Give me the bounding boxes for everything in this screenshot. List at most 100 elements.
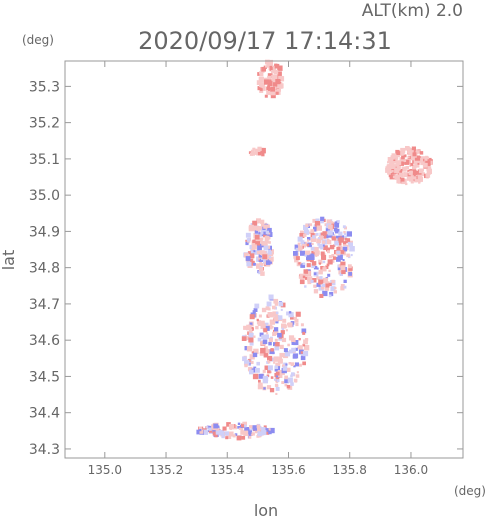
data-point-north-block: [267, 65, 270, 68]
data-point-northeast-cluster: [405, 166, 409, 170]
data-point-northeast-cluster: [414, 155, 421, 161]
data-point-south-tail: [261, 430, 267, 436]
data-point-main-cluster: [288, 311, 292, 314]
data-point-left-arc: [256, 219, 260, 223]
data-point-northeast-cluster: [391, 153, 395, 157]
data-point-left-arc: [262, 244, 265, 247]
data-point-main-cluster: [263, 387, 266, 390]
data-point-left-arc: [260, 263, 264, 266]
data-point-central-scatter: [293, 251, 298, 256]
data-point-central-scatter: [303, 269, 308, 274]
data-point-main-cluster: [277, 370, 283, 375]
data-point-central-scatter: [327, 230, 333, 236]
data-point-central-scatter: [305, 223, 309, 227]
x-tick-label: 135.2: [149, 463, 183, 477]
data-point-central-scatter: [343, 231, 346, 234]
data-point-main-cluster: [281, 381, 285, 384]
data-point-left-arc: [253, 250, 256, 253]
data-point-central-scatter: [321, 254, 327, 260]
data-point-main-cluster: [267, 359, 270, 363]
data-point-left-arc: [263, 242, 268, 247]
data-point-left-arc: [260, 271, 265, 276]
data-point-left-arc: [267, 227, 272, 233]
data-point-south-tail: [202, 429, 208, 435]
data-point-main-cluster: [284, 375, 288, 380]
data-point-central-scatter: [334, 238, 338, 242]
data-point-northeast-cluster: [423, 161, 426, 164]
data-point-central-scatter: [346, 253, 350, 258]
data-point-northeast-cluster: [412, 165, 417, 170]
data-point-central-scatter: [331, 254, 335, 257]
y-tick-label: 35.0: [29, 188, 60, 204]
data-point-north-block: [273, 82, 278, 87]
data-point-central-scatter: [326, 239, 332, 245]
data-point-central-scatter: [332, 234, 336, 238]
data-point-south-tail: [261, 427, 266, 432]
data-point-north-block: [260, 88, 263, 91]
data-point-main-cluster: [267, 365, 273, 371]
data-point-left-arc: [247, 251, 251, 254]
data-point-main-cluster: [292, 354, 297, 359]
data-point-central-scatter: [324, 286, 330, 291]
data-point-left-arc: [245, 232, 251, 238]
data-point-main-cluster: [267, 355, 273, 362]
data-point-central-scatter: [328, 255, 333, 259]
data-point-main-cluster: [249, 332, 254, 338]
data-point-northeast-cluster: [414, 149, 418, 153]
data-point-central-scatter: [294, 257, 299, 263]
data-points-layer: [196, 59, 433, 441]
data-point-northeast-cluster: [417, 174, 423, 180]
data-point-central-scatter: [320, 246, 324, 250]
data-point-main-cluster: [277, 358, 283, 364]
data-point-main-cluster: [251, 351, 254, 354]
data-point-main-cluster: [241, 336, 247, 341]
data-point-main-cluster: [280, 308, 283, 311]
data-point-northeast-cluster: [396, 151, 401, 155]
data-point-main-cluster: [274, 378, 277, 381]
data-point-north-block: [264, 79, 270, 85]
data-point-central-scatter: [327, 273, 331, 277]
data-point-central-scatter: [307, 242, 312, 248]
data-point-central-scatter: [318, 235, 323, 240]
data-point-central-scatter: [325, 227, 330, 232]
data-point-central-scatter: [306, 263, 311, 268]
data-point-left-arc: [255, 241, 261, 247]
data-point-left-arc: [246, 261, 252, 267]
data-point-northeast-cluster: [426, 168, 432, 175]
data-point-northeast-cluster: [390, 173, 393, 176]
data-point-northeast-cluster: [403, 154, 407, 158]
data-point-left-arc: [259, 265, 263, 268]
data-point-north-block: [277, 65, 283, 71]
data-point-left-arc: [251, 244, 257, 250]
data-point-main-cluster: [275, 387, 280, 391]
data-point-main-cluster: [291, 342, 295, 345]
data-point-south-tail: [263, 425, 267, 429]
data-point-main-cluster: [266, 332, 269, 335]
data-point-central-scatter: [338, 231, 343, 236]
data-point-northeast-cluster: [428, 162, 431, 166]
data-point-left-arc: [258, 267, 263, 272]
data-point-left-arc: [253, 262, 256, 266]
data-point-main-cluster: [267, 324, 273, 330]
data-point-main-cluster: [275, 371, 280, 376]
data-point-northeast-cluster: [412, 152, 417, 157]
data-point-central-scatter: [348, 242, 353, 247]
data-point-north-block: [267, 75, 272, 80]
data-point-central-scatter: [320, 216, 325, 221]
data-point-central-scatter: [305, 250, 311, 256]
data-point-north-block: [274, 63, 280, 69]
data-point-main-cluster: [270, 348, 274, 352]
data-point-main-cluster: [251, 368, 256, 373]
data-point-main-cluster: [290, 382, 294, 386]
data-point-northeast-cluster: [397, 179, 403, 184]
data-point-main-cluster: [256, 361, 260, 366]
data-point-left-arc: [268, 241, 271, 244]
data-point-main-cluster: [279, 352, 284, 358]
data-point-main-cluster: [275, 342, 280, 347]
data-point-northeast-cluster: [404, 159, 410, 165]
data-point-central-scatter: [349, 246, 355, 252]
data-point-north-block: [269, 66, 273, 70]
data-point-main-cluster: [252, 310, 256, 314]
data-point-northeast-cluster: [390, 155, 393, 159]
data-point-north-block: [271, 74, 275, 79]
